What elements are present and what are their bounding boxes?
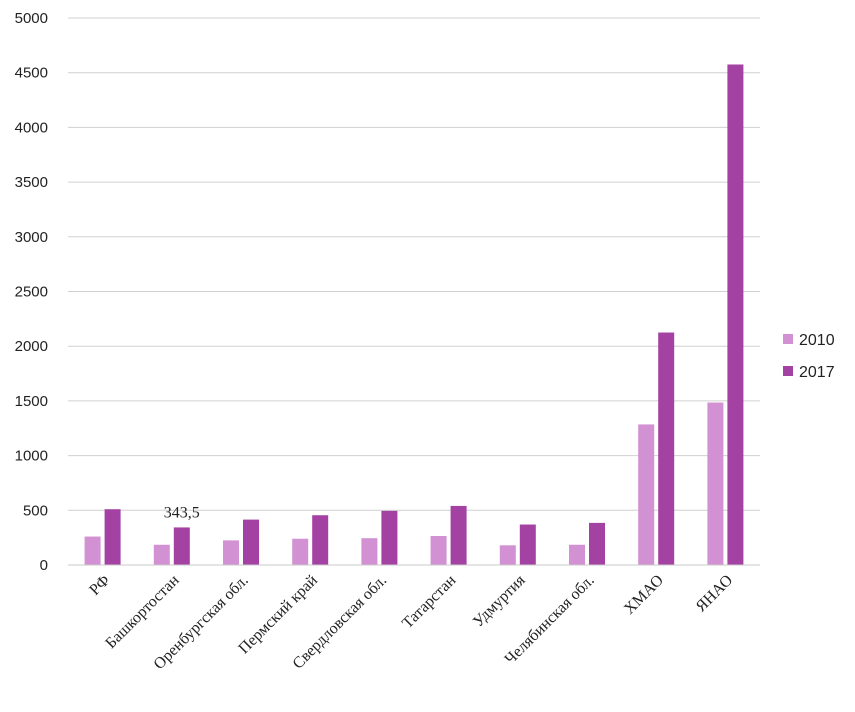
bar-2017-7 [589,522,605,565]
bar-2017-6 [519,524,536,565]
bar-2017-4 [381,510,398,565]
x-tick-label: ЯНАО [693,572,737,616]
bar-2017-3 [312,515,329,565]
bar-2010-3 [292,538,309,565]
bar-2010-5 [430,536,447,565]
bar-2017-2 [243,519,259,565]
legend-label: 2010 [799,332,835,349]
y-tick-label: 0 [40,557,48,574]
legend-label: 2017 [799,364,835,381]
y-axis: 0 500 1000 1500 2000 2500 3000 3500 4000 4500 5000 [15,10,48,574]
bar-2010-4 [361,538,378,565]
data-labels: 343,5 [164,504,200,521]
y-tick-label: 1500 [15,393,48,410]
bars [84,64,744,566]
y-tick-label: 2500 [15,284,48,301]
y-tick-label: 3000 [15,229,48,246]
y-tick-label: 1000 [15,448,48,465]
bar-2010-8 [638,424,655,565]
x-tick-label: Удмуртия [470,571,529,630]
gridlines [68,17,760,511]
y-tick-label: 3500 [15,174,48,191]
y-tick-label: 500 [23,502,48,519]
y-tick-label: 5000 [15,10,48,27]
y-tick-label: 2000 [15,338,48,355]
bar-2017-1 [173,527,190,565]
bar-2017-5 [450,505,467,565]
bar-2010-2 [223,540,239,565]
legend-swatch-2017 [783,366,793,376]
bar-2010-7 [569,544,585,565]
bar-2017-0 [104,509,121,565]
legend-swatch-2010 [783,334,793,344]
x-tick-label: ХМАО [621,572,667,618]
bar-2010-0 [84,536,101,565]
bar-2010-9 [707,402,724,565]
bar-2010-1 [153,544,170,565]
x-tick-label: Татарстан [399,572,460,633]
data-label: 343,5 [164,504,200,521]
y-tick-label: 4000 [15,119,48,136]
x-tick-label: РФ [86,572,113,599]
bar-2017-9 [727,64,744,566]
legend: 2010 2017 [783,332,835,381]
bar-2010-6 [499,545,516,565]
y-tick-label: 4500 [15,65,48,82]
bar-2017-8 [658,332,675,565]
